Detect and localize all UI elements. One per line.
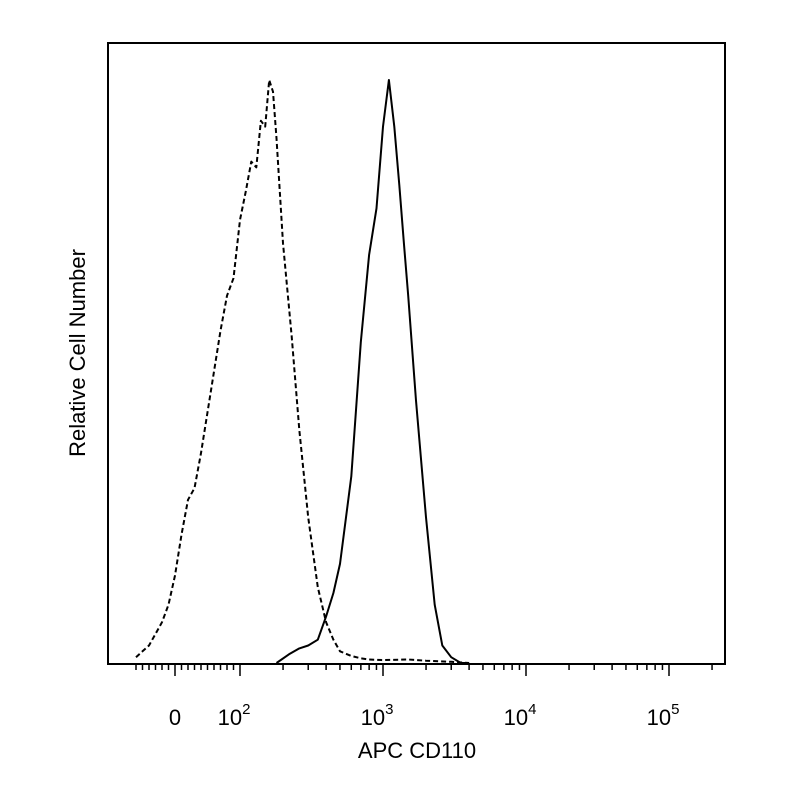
histogram-curves — [135, 79, 470, 664]
x-tick-label: 103 — [361, 701, 394, 730]
control-histogram-line — [135, 79, 470, 664]
stained-histogram-line — [275, 79, 470, 664]
plot-frame — [107, 42, 726, 665]
x-tick-label: 104 — [504, 701, 537, 730]
x-tick-label: 102 — [218, 701, 251, 730]
y-axis-label: Relative Cell Number — [65, 249, 90, 457]
x-axis-label: APC CD110 — [358, 738, 476, 763]
x-axis-tick-labels: 0 102 103 104 105 — [169, 701, 680, 730]
x-tick-label: 105 — [647, 701, 680, 730]
x-axis-ticks — [135, 664, 713, 676]
x-tick-label: 0 — [169, 705, 181, 730]
